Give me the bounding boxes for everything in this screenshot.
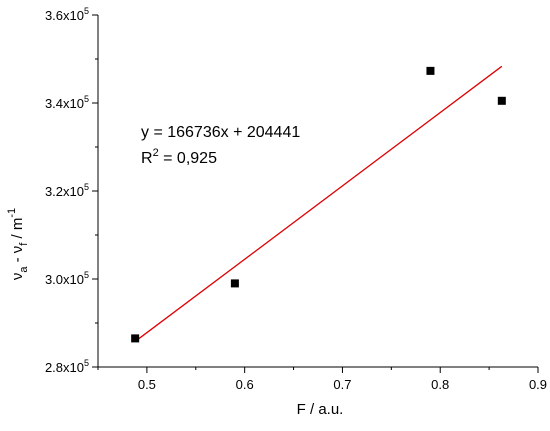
y-axis-label-part-1: a: [18, 266, 30, 273]
y-tick-exponent: 5: [84, 270, 89, 280]
data-point-1: [230, 279, 239, 288]
r2-value: = 0,925: [159, 150, 217, 167]
data-point-3: [497, 96, 506, 105]
y-tick-exponent: 5: [84, 94, 89, 104]
x-tick-label-2: 0.7: [333, 377, 351, 392]
data-point-2: [426, 66, 435, 75]
y-tick-mantissa: 3.2x10: [45, 184, 84, 199]
fit-equation: y = 166736x + 204441: [141, 124, 300, 141]
y-tick-label-4: 3.6x105: [45, 6, 89, 23]
y-tick-exponent: 5: [84, 6, 89, 16]
data-point-0: [131, 334, 140, 343]
y-tick-label-3: 3.4x105: [45, 94, 89, 111]
x-tick-label-1: 0.6: [236, 377, 254, 392]
y-tick-label-0: 2.8x105: [45, 358, 89, 375]
y-tick-exponent: 5: [84, 358, 89, 368]
data-points: [131, 66, 506, 343]
y-tick-mantissa: 3.6x10: [45, 8, 84, 23]
r2-base: R: [141, 150, 153, 167]
y-tick-mantissa: 3.4x10: [45, 96, 84, 111]
y-axis-label-part-5: -1: [6, 208, 18, 218]
y-axis-label-part-2: - ν: [9, 246, 26, 267]
y-tick-mantissa: 2.8x10: [45, 360, 84, 375]
ticks: 0.5 0.6 0.7 0.8 0.92.8x1053.0x1053.2x1053.4x…: [45, 6, 547, 392]
x-axis-label: F / a.u.: [297, 401, 344, 418]
y-tick-label-2: 3.2x105: [45, 182, 89, 199]
y-tick-exponent: 5: [84, 182, 89, 192]
y-axis-label-part-0: ν: [9, 273, 26, 281]
r2-exponent: 2: [153, 147, 159, 159]
r-squared-annotation: R2 = 0,925: [141, 147, 217, 167]
x-tick-label-0: 0.5: [138, 377, 156, 392]
y-tick-mantissa: 3.0x10: [45, 272, 84, 287]
x-tick-label-3: 0.8: [431, 377, 449, 392]
axes: [97, 15, 538, 368]
y-axis-label: νa - νf / m-1: [6, 208, 30, 280]
y-axis-label-part-3: f: [18, 242, 30, 246]
y-tick-label-1: 3.0x105: [45, 270, 89, 287]
x-tick-label-4: 0.9: [529, 377, 547, 392]
y-axis-label-part-4: / m: [9, 218, 26, 243]
fit-line: [134, 65, 503, 342]
fit-line-group: [134, 65, 503, 342]
